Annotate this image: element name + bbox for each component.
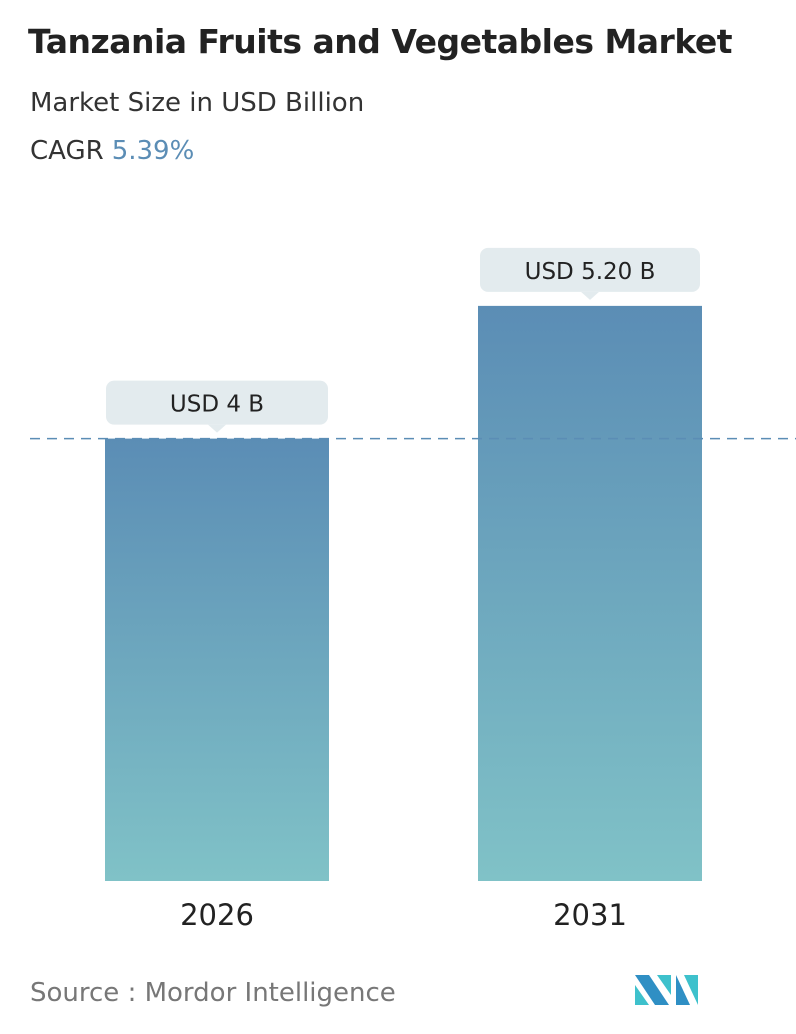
bar-2031 bbox=[478, 305, 702, 881]
x-tick-label: 2026 bbox=[180, 898, 254, 932]
data-label-pointer bbox=[208, 424, 226, 433]
x-tick-label: 2031 bbox=[553, 898, 627, 932]
mordor-logo-icon bbox=[635, 975, 698, 1005]
data-label-box bbox=[480, 247, 700, 292]
data-label: USD 5.20 B bbox=[525, 259, 656, 285]
data-label-box bbox=[106, 380, 328, 425]
cagr: CAGR 5.39% bbox=[30, 136, 194, 166]
data-label: USD 4 B bbox=[170, 392, 264, 418]
data-label-pointer bbox=[581, 291, 599, 300]
cagr-value: 5.39% bbox=[111, 136, 195, 166]
bar-2026 bbox=[105, 438, 329, 881]
chart-subtitle: Market Size in USD Billion bbox=[30, 88, 365, 118]
cagr-label: CAGR bbox=[30, 136, 104, 166]
chart-title: Tanzania Fruits and Vegetables Market bbox=[28, 22, 733, 61]
source-text: Source : Mordor Intelligence bbox=[30, 978, 396, 1008]
